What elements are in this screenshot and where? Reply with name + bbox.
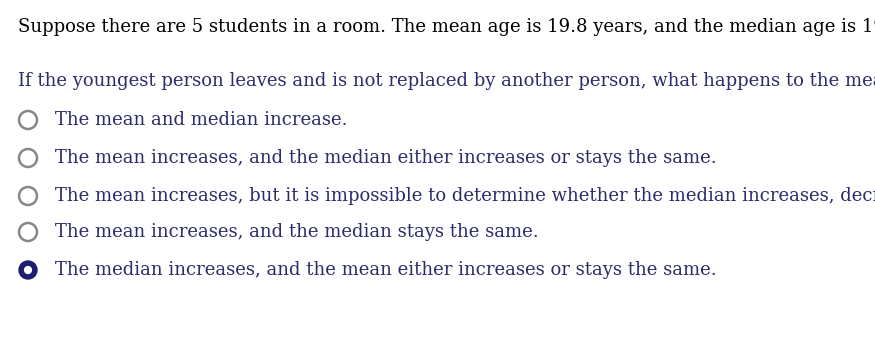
Text: The mean and median increase.: The mean and median increase. — [55, 111, 347, 129]
Text: The mean increases, but it is impossible to determine whether the median increas: The mean increases, but it is impossible… — [55, 187, 875, 205]
Text: The median increases, and the mean either increases or stays the same.: The median increases, and the mean eithe… — [55, 261, 717, 279]
Text: The mean increases, and the median stays the same.: The mean increases, and the median stays… — [55, 223, 539, 241]
Text: Suppose there are 5 students in a room. The mean age is 19.8 years, and the medi: Suppose there are 5 students in a room. … — [18, 18, 875, 36]
Text: The mean increases, and the median either increases or stays the same.: The mean increases, and the median eithe… — [55, 149, 717, 167]
Text: If the youngest person leaves and is not replaced by another person, what happen: If the youngest person leaves and is not… — [18, 72, 875, 90]
Circle shape — [24, 267, 31, 273]
Circle shape — [19, 261, 37, 279]
